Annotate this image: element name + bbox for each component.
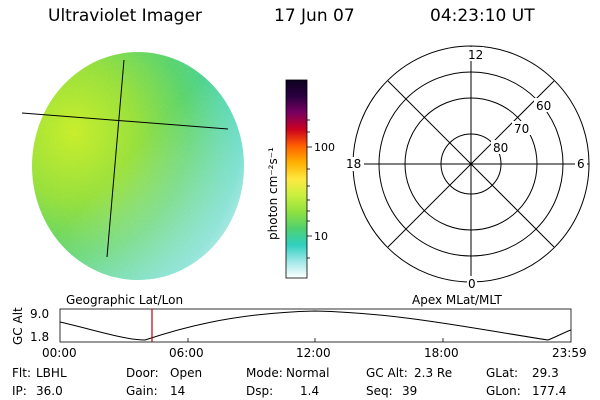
mlat-label-60: 60 bbox=[536, 99, 551, 113]
ip-value: 36.0 bbox=[36, 384, 63, 398]
seq-value: 39 bbox=[402, 384, 418, 398]
flt-label: Flt: bbox=[12, 366, 31, 380]
gcalt-value: 2.3 Re bbox=[414, 366, 453, 380]
altitude-xtick-0600: 06:00 bbox=[169, 346, 204, 360]
altitude-ytick-high: 9.0 bbox=[30, 307, 49, 321]
glat-label: GLat: bbox=[486, 366, 519, 380]
dsp-label: Dsp: bbox=[246, 384, 274, 398]
door-label: Door: bbox=[126, 366, 159, 380]
altitude-xtick-1800: 18:00 bbox=[424, 346, 459, 360]
glon-label: GLon: bbox=[486, 384, 521, 398]
glon-value: 177.4 bbox=[532, 384, 567, 398]
mode-label: Mode: bbox=[246, 366, 283, 380]
altitude-curve bbox=[59, 310, 572, 341]
mode-value: Normal bbox=[286, 366, 330, 380]
colorbar-tick-100: 100 bbox=[314, 141, 335, 154]
gain-label: Gain: bbox=[126, 384, 158, 398]
instrument-title: Ultraviolet Imager bbox=[48, 6, 202, 26]
door-value: Open bbox=[170, 366, 203, 380]
seq-label: Seq: bbox=[366, 384, 393, 398]
dsp-value: 1.4 bbox=[300, 384, 320, 398]
colorbar bbox=[285, 79, 308, 279]
altitude-plot-frame bbox=[59, 308, 572, 343]
altitude-xtick-0000: 00:00 bbox=[42, 346, 77, 360]
left-caption: Geographic Lat/Lon bbox=[66, 293, 183, 307]
colorbar-ticks bbox=[307, 119, 312, 259]
altitude-xtick-2359: 23:59 bbox=[552, 346, 587, 360]
mlt-label-6: 6 bbox=[577, 157, 585, 171]
altitude-x-ticks bbox=[187, 338, 444, 342]
colorbar-unit-label: photon cm⁻²s⁻¹ bbox=[266, 147, 280, 240]
mlat-label-80: 80 bbox=[493, 141, 508, 155]
mlt-label-18: 18 bbox=[346, 157, 361, 171]
uv-disk-image bbox=[32, 52, 244, 280]
mlt-label-0: 0 bbox=[468, 277, 476, 291]
glat-value: 29.3 bbox=[532, 366, 559, 380]
geo-lon-line bbox=[106, 59, 125, 258]
colorbar-tick-10: 10 bbox=[314, 230, 328, 243]
date-label: 17 Jun 07 bbox=[274, 6, 355, 26]
ip-label: IP: bbox=[12, 384, 27, 398]
time-label: 04:23:10 UT bbox=[430, 6, 535, 26]
mlat-label-70: 70 bbox=[514, 122, 529, 136]
polar-plot bbox=[352, 45, 590, 283]
gain-value: 14 bbox=[170, 384, 186, 398]
mlt-label-12: 12 bbox=[468, 48, 483, 62]
gcalt-label: GC Alt: bbox=[366, 366, 408, 380]
geo-lat-line bbox=[21, 112, 229, 130]
altitude-ytick-low: 1.8 bbox=[30, 330, 49, 344]
altitude-xtick-1200: 12:00 bbox=[296, 346, 331, 360]
altitude-axis-label: GC Alt bbox=[11, 307, 25, 345]
flt-value: LBHL bbox=[36, 366, 67, 380]
right-caption: Apex MLat/MLT bbox=[412, 293, 502, 307]
